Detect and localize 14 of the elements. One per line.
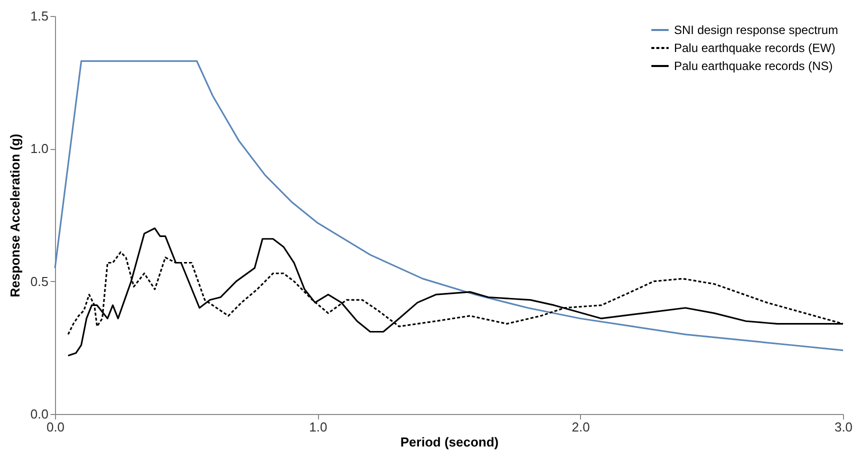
y-tick-label: 1.0 — [30, 141, 48, 156]
legend-label: Palu earthquake records (NS) — [674, 59, 833, 73]
line-series — [54, 60, 844, 352]
legend-label: Palu earthquake records (EW) — [674, 41, 836, 55]
x-tick-label: 3.0 — [834, 420, 853, 434]
x-axis-title: Period (second) — [400, 434, 499, 450]
y-tick-label: 1.5 — [30, 8, 48, 24]
y-tick-label: 0.0 — [30, 406, 48, 422]
y-axis-title: Response Acceleration (g) — [7, 134, 22, 298]
x-tick-label: 2.0 — [572, 420, 590, 434]
x-tick-label: 1.0 — [309, 420, 328, 434]
x-tick-label: 0.0 — [46, 420, 65, 434]
legend-label: SNI design response spectrum — [674, 23, 838, 37]
y-tick-label: 0.5 — [30, 274, 48, 289]
